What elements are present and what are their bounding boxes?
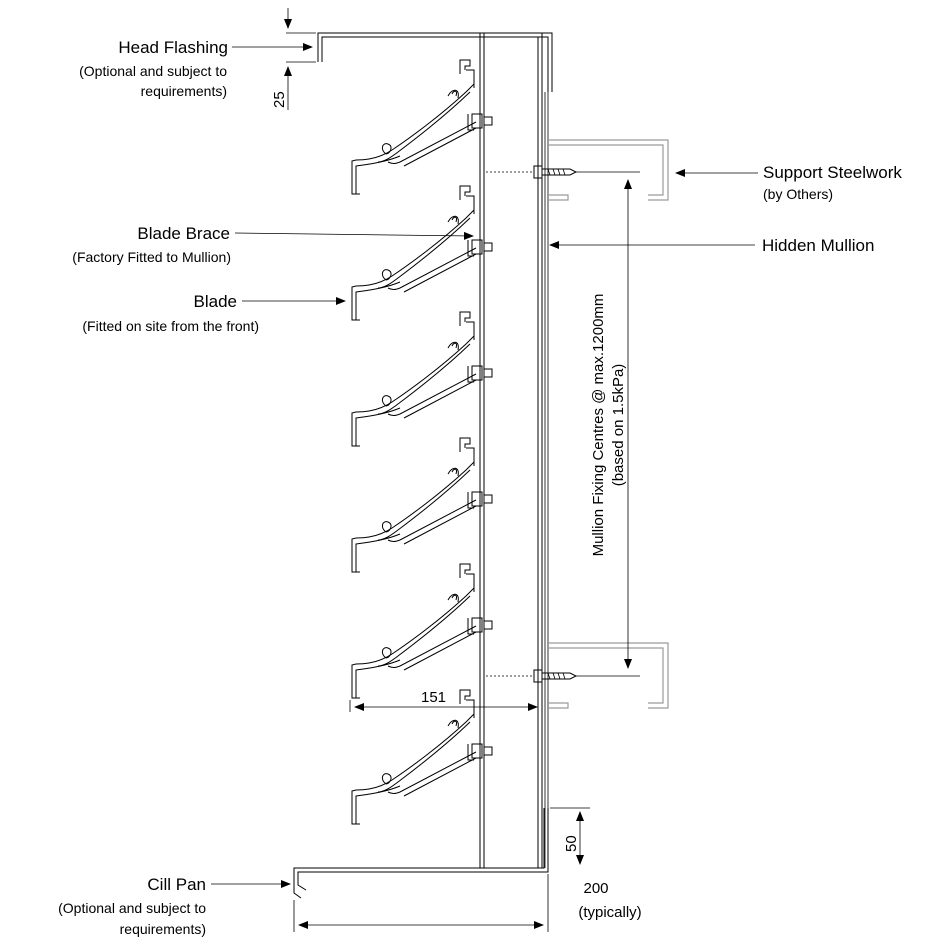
blade-title: Blade — [194, 292, 237, 311]
blade-profile — [351, 59, 493, 195]
blade-brace-note: (Factory Fitted to Mullion) — [72, 249, 231, 265]
hidden-mullion-title: Hidden Mullion — [762, 236, 874, 255]
cill-pan-note-2: requirements) — [120, 921, 206, 937]
blade-profile — [351, 563, 493, 699]
cill-pan-note-1: (Optional and subject to — [58, 900, 206, 916]
cill-pan-title: Cill Pan — [147, 875, 206, 894]
head-flashing-note-2: requirements) — [141, 83, 227, 99]
support-steelwork-bottom — [548, 642, 669, 709]
label-blade-brace: Blade Brace (Factory Fitted to Mullion) — [72, 224, 474, 265]
blade-profile — [351, 185, 493, 321]
dimension-cill-upstand: 50 — [550, 807, 590, 865]
label-support-steelwork: Support Steelwork (by Others) — [675, 163, 902, 202]
blade-profile — [351, 689, 493, 825]
blade-profile — [351, 437, 493, 573]
support-steelwork-top — [548, 139, 669, 201]
head-flashing — [317, 32, 553, 92]
label-hidden-mullion: Hidden Mullion — [549, 236, 874, 255]
cill-pan — [293, 808, 549, 899]
blades — [351, 59, 493, 825]
dim-50-text: 50 — [563, 835, 580, 852]
hidden-mullion — [479, 32, 549, 869]
label-head-flashing: Head Flashing (Optional and subject to r… — [79, 38, 313, 99]
fixing-screw-top — [533, 165, 578, 179]
dim-200-note: (typically) — [578, 904, 641, 921]
fixing-screw-bottom — [533, 669, 578, 683]
support-steelwork-title: Support Steelwork — [763, 163, 902, 182]
label-cill-pan: Cill Pan (Optional and subject to requir… — [58, 875, 291, 937]
blade-profile — [351, 311, 493, 447]
blade-brace-title: Blade Brace — [137, 224, 230, 243]
dimension-mullion-fixing: Mullion Fixing Centres @ max.1200mm (bas… — [486, 171, 640, 677]
mullion-fixing-text-1: Mullion Fixing Centres @ max.1200mm — [590, 294, 607, 557]
head-flashing-note-1: (Optional and subject to — [79, 63, 227, 79]
label-blade: Blade (Fitted on site from the front) — [82, 292, 346, 334]
dim-200-text: 200 — [583, 880, 608, 897]
dimension-blade-depth: 151 — [349, 689, 538, 712]
head-flashing-title: Head Flashing — [118, 38, 228, 57]
blade-note: (Fitted on site from the front) — [82, 318, 259, 334]
dimension-cill-width: 200 (typically) — [293, 874, 642, 932]
dim-25-text: 25 — [271, 91, 288, 108]
dimension-head-flashing: 25 — [271, 8, 316, 110]
dim-151-text: 151 — [421, 689, 446, 706]
mullion-fixing-text-2: (based on 1.5kPa) — [610, 364, 627, 487]
support-steelwork-note: (by Others) — [763, 186, 833, 202]
